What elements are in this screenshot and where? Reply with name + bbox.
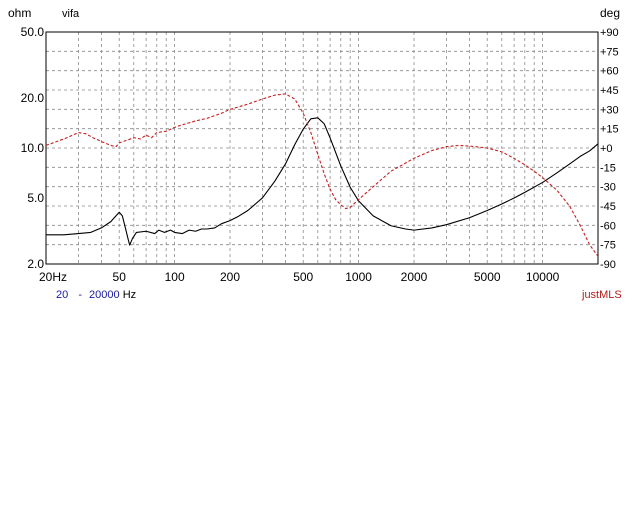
chart-label: vifa (62, 8, 80, 20)
freq-range-start: 20 (56, 289, 68, 301)
x-tick-label: 20Hz (39, 270, 67, 284)
y-right-tick-label: -75 (600, 240, 616, 252)
impedance-curve (46, 117, 599, 246)
y-right-tick-label: -60 (600, 220, 616, 232)
x-tick-label: 1000 (345, 270, 372, 284)
y-left-tick-label: 10.0 (21, 141, 45, 155)
y-right-tick-label: +15 (600, 124, 619, 136)
freq-range-label: 20 - 20000 Hz (56, 289, 136, 301)
y-right-tick-labels: +90 +75 +60 +45 +30 +15 +0 -15 -30 -45 -60 -75 -90 (600, 27, 619, 271)
y-right-tick-label: +75 (600, 46, 619, 58)
x-tick-label: 50 (113, 270, 127, 284)
x-tick-label: 5000 (474, 270, 501, 284)
left-unit-label: ohm (8, 6, 31, 20)
right-unit-label: deg (600, 6, 620, 20)
x-tick-label: 200 (220, 270, 240, 284)
x-tick-label: 10000 (526, 270, 560, 284)
phase-curve (45, 93, 599, 257)
y-right-tick-label: -45 (600, 201, 616, 213)
y-right-tick-label: -15 (600, 162, 616, 174)
freq-range-unit: Hz (123, 289, 136, 301)
freq-range-dash: - (78, 289, 82, 301)
freq-range-end: 20000 (89, 289, 120, 301)
y-right-tick-label: +45 (600, 85, 619, 97)
y-right-tick-label: +0 (600, 143, 613, 155)
curves (45, 93, 599, 257)
grid (45, 31, 599, 265)
x-tick-label: 2000 (401, 270, 428, 284)
y-right-tick-label: +60 (600, 66, 619, 78)
y-left-tick-label: 50.0 (21, 25, 45, 39)
x-tick-labels: 20Hz 50 100 200 500 1000 2000 5000 10000 (39, 270, 560, 284)
y-left-tick-labels: 50.0 20.0 10.0 5.0 2.0 (21, 25, 45, 271)
y-left-tick-label: 20.0 (21, 91, 45, 105)
y-right-tick-label: -30 (600, 182, 616, 194)
brand-label: justMLS (581, 289, 622, 301)
y-right-tick-label: +30 (600, 104, 619, 116)
y-left-tick-label: 5.0 (27, 191, 44, 205)
y-left-tick-label: 2.0 (27, 257, 44, 271)
y-right-tick-label: -90 (600, 259, 616, 271)
plot-frame (45, 31, 599, 265)
x-tick-label: 500 (293, 270, 313, 284)
y-right-tick-label: +90 (600, 27, 619, 39)
x-tick-label: 100 (165, 270, 185, 284)
